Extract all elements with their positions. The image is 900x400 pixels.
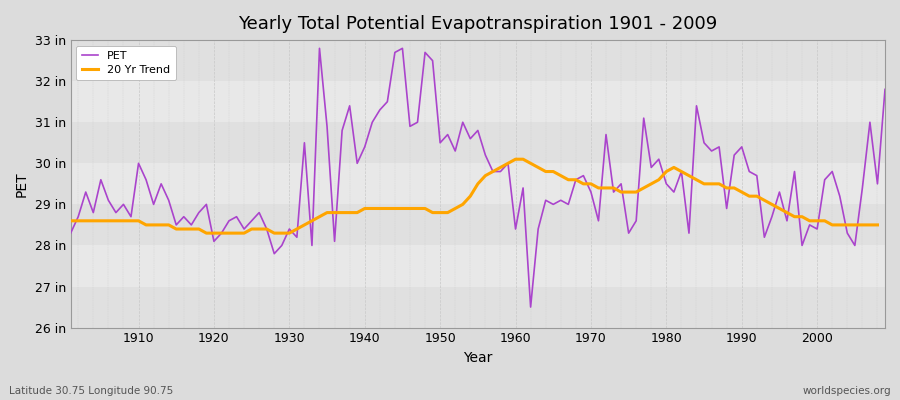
Bar	[71, 122, 885, 163]
PET	[126, 214, 137, 219]
Bar	[71, 286, 885, 328]
Bar	[71, 204, 885, 246]
20 Yr Trend	[450, 206, 461, 211]
X-axis label: Year: Year	[464, 351, 492, 365]
PET	[510, 227, 521, 232]
PET	[345, 104, 356, 108]
PET	[616, 182, 626, 186]
Bar	[71, 163, 885, 204]
Text: Latitude 30.75 Longitude 90.75: Latitude 30.75 Longitude 90.75	[9, 386, 173, 396]
20 Yr Trend	[721, 186, 732, 190]
PET	[879, 87, 890, 92]
Bar	[71, 40, 885, 81]
PET	[66, 231, 77, 236]
Line: PET: PET	[71, 48, 885, 307]
Title: Yearly Total Potential Evapotranspiration 1901 - 2009: Yearly Total Potential Evapotranspiratio…	[238, 15, 717, 33]
PET	[314, 46, 325, 51]
Line: 20 Yr Trend: 20 Yr Trend	[71, 159, 878, 233]
PET	[292, 235, 302, 240]
20 Yr Trend	[148, 222, 159, 227]
20 Yr Trend	[789, 214, 800, 219]
Legend: PET, 20 Yr Trend: PET, 20 Yr Trend	[76, 46, 176, 80]
Text: worldspecies.org: worldspecies.org	[803, 386, 891, 396]
20 Yr Trend	[510, 157, 521, 162]
20 Yr Trend	[872, 222, 883, 227]
Y-axis label: PET: PET	[15, 171, 29, 197]
Bar	[71, 81, 885, 122]
PET	[526, 305, 536, 310]
20 Yr Trend	[66, 218, 77, 223]
PET	[518, 186, 528, 190]
20 Yr Trend	[201, 231, 212, 236]
20 Yr Trend	[774, 206, 785, 211]
20 Yr Trend	[194, 227, 204, 232]
Bar	[71, 246, 885, 286]
